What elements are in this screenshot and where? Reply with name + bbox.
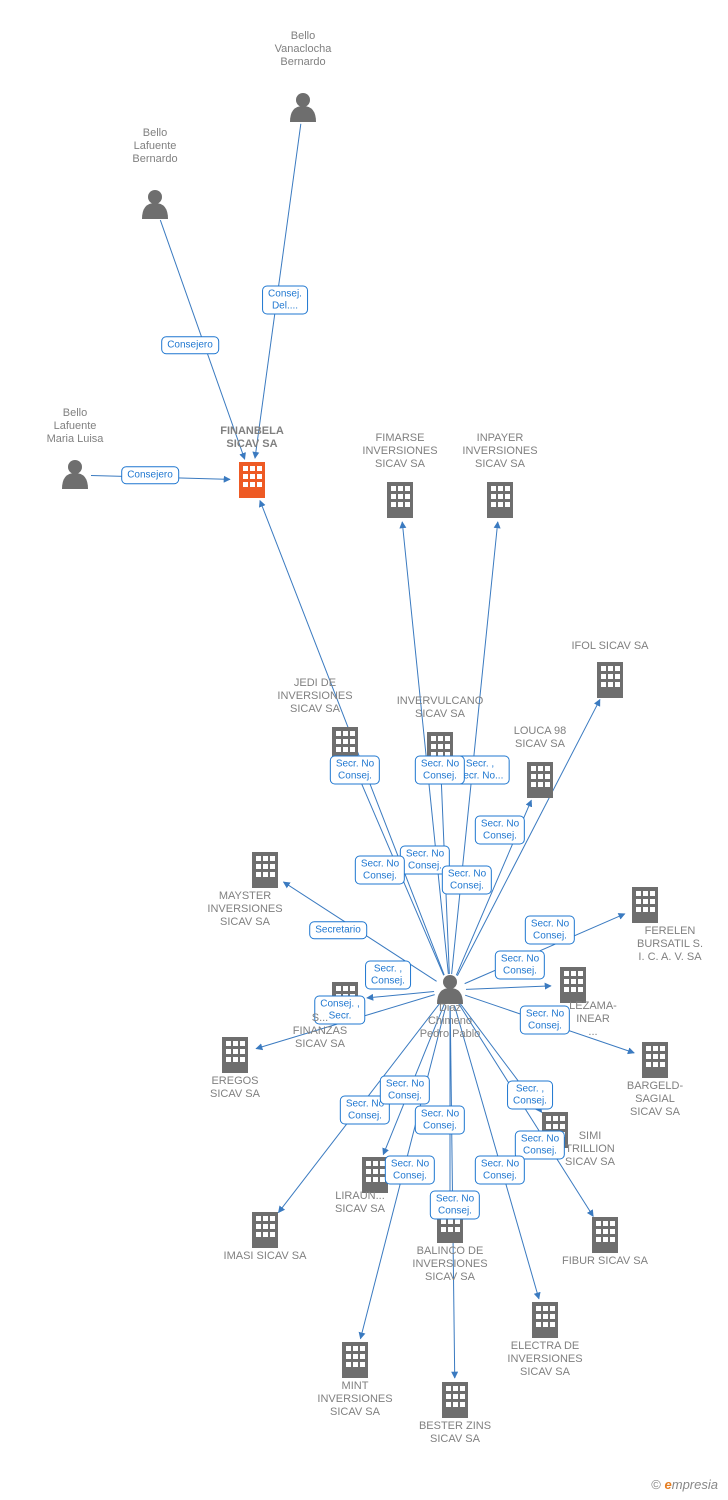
node-label: IFOL SICAV SA <box>555 640 665 653</box>
node-label: INVERVULCANO SICAV SA <box>385 695 495 721</box>
company-node[interactable] <box>442 1382 468 1418</box>
company-node[interactable] <box>239 462 265 498</box>
building-icon <box>642 1042 668 1078</box>
building-icon <box>222 1037 248 1073</box>
node-label: MINT INVERSIONES SICAV SA <box>300 1380 410 1420</box>
node-label: INPAYER INVERSIONES SICAV SA <box>445 432 555 472</box>
building-icon <box>239 462 265 498</box>
edge-line <box>466 986 551 989</box>
company-node[interactable] <box>532 1302 558 1338</box>
person-icon <box>142 190 168 219</box>
person-icon <box>62 460 88 489</box>
company-node[interactable] <box>252 1212 278 1248</box>
copyright-symbol: © <box>651 1477 661 1492</box>
node-label: Bello Lafuente Maria Luisa <box>20 407 130 447</box>
edge-label: Secr. No Consej. <box>355 856 405 885</box>
edge-label: Secr. , Consej. <box>507 1081 553 1110</box>
node-label: FERELEN BURSATIL S. I. C. A. V. SA <box>615 925 725 965</box>
company-node[interactable] <box>560 967 586 1003</box>
edge-label: Secr. No Consej. <box>330 756 380 785</box>
building-icon <box>252 1212 278 1248</box>
company-node[interactable] <box>632 887 658 923</box>
node-label: LEZAMA- INEAR ... <box>538 1000 648 1040</box>
building-icon <box>592 1217 618 1253</box>
brand-rest: mpresia <box>672 1477 718 1492</box>
building-icon <box>532 1302 558 1338</box>
company-node[interactable] <box>342 1342 368 1378</box>
edge-label: Secr. No Consej. <box>415 756 465 785</box>
edge-label: Secr. No Consej. <box>385 1156 435 1185</box>
company-node[interactable] <box>387 482 413 518</box>
edge-label: Secr. No Consej. <box>495 951 545 980</box>
person-icon <box>290 93 316 122</box>
edge-label: Secr. No Consej. <box>380 1076 430 1105</box>
node-label: SIMI TRILLION SICAV SA <box>535 1130 645 1170</box>
node-label: ELECTRA DE INVERSIONES SICAV SA <box>490 1340 600 1380</box>
node-label: LIRAUN... SICAV SA <box>305 1190 415 1216</box>
building-icon <box>442 1382 468 1418</box>
building-icon <box>342 1342 368 1378</box>
company-node[interactable] <box>592 1217 618 1253</box>
node-label: BALINCO DE INVERSIONES SICAV SA <box>395 1245 505 1285</box>
building-icon <box>387 482 413 518</box>
edge-label: Secr. No Consej. <box>475 816 525 845</box>
company-node[interactable] <box>597 662 623 698</box>
edge-label: Consej. Del.... <box>262 286 308 315</box>
person-icon <box>437 975 463 1004</box>
company-node[interactable] <box>487 482 513 518</box>
edge-label: Secretario <box>309 921 367 939</box>
building-icon <box>252 852 278 888</box>
edge-line <box>367 992 434 998</box>
node-label: Diaz Chimeno Pedro Pablo <box>395 1002 505 1042</box>
building-icon <box>597 662 623 698</box>
edge-label: Secr. No Consej. <box>415 1106 465 1135</box>
node-label: BARGELD- SAGIAL SICAV SA <box>600 1080 710 1120</box>
node-label: FIBUR SICAV SA <box>550 1255 660 1268</box>
network-svg <box>0 0 728 1500</box>
edge-label: Consejero <box>161 336 219 354</box>
node-label: LOUCA 98 SICAV SA <box>485 725 595 751</box>
edge-label: Secr. No Consej. <box>475 1156 525 1185</box>
company-node[interactable] <box>222 1037 248 1073</box>
building-icon <box>560 967 586 1003</box>
person-node[interactable] <box>290 93 316 122</box>
company-node[interactable] <box>527 762 553 798</box>
node-label: EREGOS SICAV SA <box>180 1075 290 1101</box>
building-icon <box>527 762 553 798</box>
edge-label: Secr. No Consej. <box>442 866 492 895</box>
node-label: FINANBELA SICAV SA <box>197 425 307 451</box>
brand-initial: e <box>665 1477 672 1492</box>
node-label: IMASI SICAV SA <box>210 1250 320 1263</box>
edge-label: Secr. No Consej. <box>430 1191 480 1220</box>
node-label: Bello Lafuente Bernardo <box>100 127 210 167</box>
watermark: © empresia <box>651 1477 718 1492</box>
node-label: Bello Vanaclocha Bernardo <box>248 30 358 70</box>
building-icon <box>487 482 513 518</box>
person-node[interactable] <box>142 190 168 219</box>
edge-label: Secr. No Consej. <box>525 916 575 945</box>
node-label: JEDI DE INVERSIONES SICAV SA <box>260 677 370 717</box>
node-label: S... FINANZAS SICAV SA <box>265 1012 375 1052</box>
node-label: MAYSTER INVERSIONES SICAV SA <box>190 890 300 930</box>
edge-label: Secr. , Consej. <box>365 961 411 990</box>
node-label: FIMARSE INVERSIONES SICAV SA <box>345 432 455 472</box>
building-icon <box>632 887 658 923</box>
company-node[interactable] <box>642 1042 668 1078</box>
edge-label: Consejero <box>121 466 179 484</box>
person-node[interactable] <box>437 975 463 1004</box>
node-label: BESTER ZINS SICAV SA <box>400 1420 510 1446</box>
person-node[interactable] <box>62 460 88 489</box>
company-node[interactable] <box>252 852 278 888</box>
